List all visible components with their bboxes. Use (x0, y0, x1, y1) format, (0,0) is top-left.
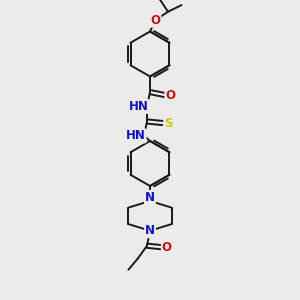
Text: N: N (145, 191, 155, 204)
Text: S: S (164, 116, 173, 130)
Text: HN: HN (129, 100, 148, 113)
Text: O: O (162, 241, 172, 254)
Text: HN: HN (126, 129, 146, 142)
Text: O: O (150, 14, 161, 27)
Text: N: N (145, 224, 155, 237)
Text: O: O (165, 88, 176, 102)
